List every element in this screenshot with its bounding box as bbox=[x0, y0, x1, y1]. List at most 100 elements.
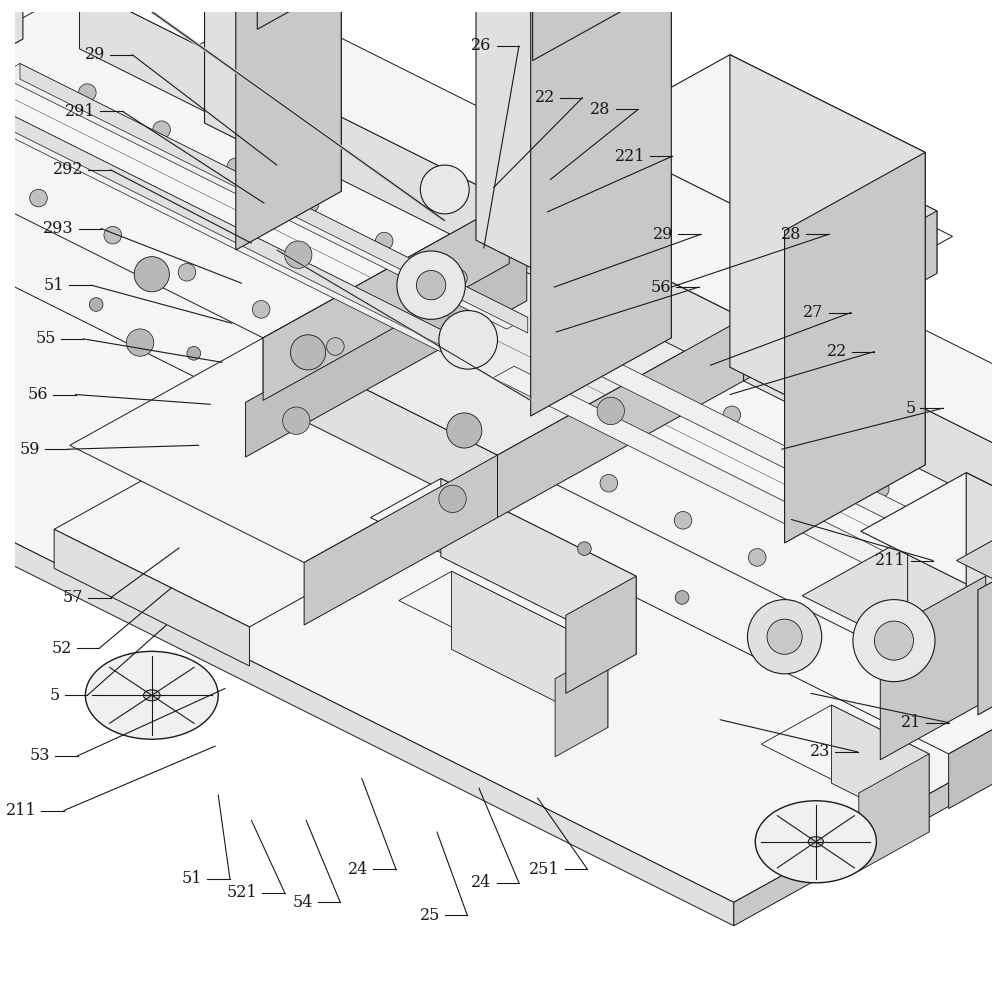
Circle shape bbox=[853, 600, 935, 682]
Text: 56: 56 bbox=[28, 386, 49, 403]
Text: 29: 29 bbox=[84, 46, 105, 63]
Circle shape bbox=[822, 586, 840, 603]
Text: 56: 56 bbox=[650, 279, 671, 296]
Polygon shape bbox=[589, 55, 925, 230]
Text: 26: 26 bbox=[472, 37, 492, 54]
Polygon shape bbox=[245, 246, 526, 457]
Polygon shape bbox=[566, 576, 637, 693]
Polygon shape bbox=[493, 366, 993, 632]
Circle shape bbox=[126, 329, 154, 356]
Polygon shape bbox=[452, 571, 608, 728]
Text: 211: 211 bbox=[6, 802, 37, 819]
Circle shape bbox=[897, 623, 915, 640]
Text: 5: 5 bbox=[50, 687, 60, 704]
Polygon shape bbox=[861, 473, 993, 590]
Text: 5: 5 bbox=[906, 400, 916, 417]
Text: 28: 28 bbox=[780, 226, 801, 243]
Polygon shape bbox=[509, 201, 744, 381]
Text: 51: 51 bbox=[44, 277, 64, 294]
Text: 23: 23 bbox=[810, 743, 830, 760]
Text: 53: 53 bbox=[30, 747, 51, 764]
Circle shape bbox=[416, 271, 446, 300]
Polygon shape bbox=[927, 533, 993, 732]
Text: 22: 22 bbox=[535, 89, 555, 106]
Text: 291: 291 bbox=[65, 103, 95, 120]
Text: 29: 29 bbox=[652, 226, 673, 243]
Text: 293: 293 bbox=[43, 220, 73, 237]
Polygon shape bbox=[480, 363, 993, 754]
Text: 21: 21 bbox=[901, 714, 922, 731]
Polygon shape bbox=[20, 63, 527, 333]
Text: 292: 292 bbox=[53, 161, 83, 178]
Text: 24: 24 bbox=[472, 874, 492, 891]
Polygon shape bbox=[762, 363, 993, 652]
Polygon shape bbox=[962, 607, 993, 744]
Text: 22: 22 bbox=[827, 343, 847, 360]
Polygon shape bbox=[0, 12, 526, 402]
Polygon shape bbox=[744, 211, 937, 381]
Text: 521: 521 bbox=[226, 884, 257, 901]
Text: 54: 54 bbox=[293, 894, 313, 911]
Polygon shape bbox=[263, 201, 744, 455]
Circle shape bbox=[397, 251, 466, 319]
Polygon shape bbox=[546, 337, 993, 603]
Polygon shape bbox=[304, 455, 497, 625]
Polygon shape bbox=[497, 318, 744, 518]
Circle shape bbox=[252, 301, 270, 318]
Polygon shape bbox=[0, 93, 475, 358]
Ellipse shape bbox=[144, 690, 160, 701]
Polygon shape bbox=[0, 63, 527, 329]
Circle shape bbox=[748, 600, 821, 674]
Circle shape bbox=[674, 512, 692, 529]
Circle shape bbox=[773, 639, 786, 653]
Polygon shape bbox=[263, 201, 509, 400]
Text: 52: 52 bbox=[52, 640, 71, 657]
Text: 27: 27 bbox=[803, 304, 823, 321]
Polygon shape bbox=[730, 55, 925, 465]
Circle shape bbox=[749, 549, 766, 566]
Polygon shape bbox=[263, 338, 497, 518]
Circle shape bbox=[30, 189, 48, 207]
Ellipse shape bbox=[808, 837, 823, 847]
Polygon shape bbox=[55, 139, 952, 627]
Polygon shape bbox=[880, 576, 986, 760]
Circle shape bbox=[597, 397, 625, 425]
Polygon shape bbox=[509, 94, 937, 318]
Circle shape bbox=[78, 84, 96, 101]
Polygon shape bbox=[70, 338, 497, 562]
Text: 51: 51 bbox=[182, 870, 203, 887]
Text: 57: 57 bbox=[63, 589, 83, 606]
Polygon shape bbox=[257, 0, 398, 29]
Polygon shape bbox=[497, 318, 993, 670]
Text: 24: 24 bbox=[349, 861, 368, 878]
Circle shape bbox=[187, 346, 201, 360]
Circle shape bbox=[600, 474, 618, 492]
Circle shape bbox=[439, 485, 467, 512]
Circle shape bbox=[675, 591, 689, 604]
Circle shape bbox=[450, 269, 468, 287]
Text: 221: 221 bbox=[615, 148, 644, 165]
Circle shape bbox=[441, 319, 468, 346]
Text: 25: 25 bbox=[419, 907, 440, 924]
Polygon shape bbox=[79, 0, 509, 264]
Circle shape bbox=[723, 406, 741, 424]
Circle shape bbox=[153, 121, 171, 138]
Polygon shape bbox=[744, 318, 993, 596]
Polygon shape bbox=[0, 4, 993, 902]
Text: 59: 59 bbox=[20, 441, 41, 458]
Circle shape bbox=[283, 407, 310, 434]
Polygon shape bbox=[784, 152, 925, 543]
Polygon shape bbox=[966, 473, 993, 656]
Circle shape bbox=[578, 542, 591, 555]
Circle shape bbox=[0, 249, 5, 263]
Circle shape bbox=[89, 298, 103, 311]
Polygon shape bbox=[235, 0, 342, 250]
Polygon shape bbox=[703, 94, 937, 273]
Polygon shape bbox=[0, 355, 734, 926]
Text: 28: 28 bbox=[591, 101, 611, 118]
Polygon shape bbox=[399, 571, 608, 679]
Polygon shape bbox=[948, 598, 993, 809]
Polygon shape bbox=[555, 649, 608, 757]
Polygon shape bbox=[0, 285, 644, 656]
Circle shape bbox=[104, 226, 121, 244]
